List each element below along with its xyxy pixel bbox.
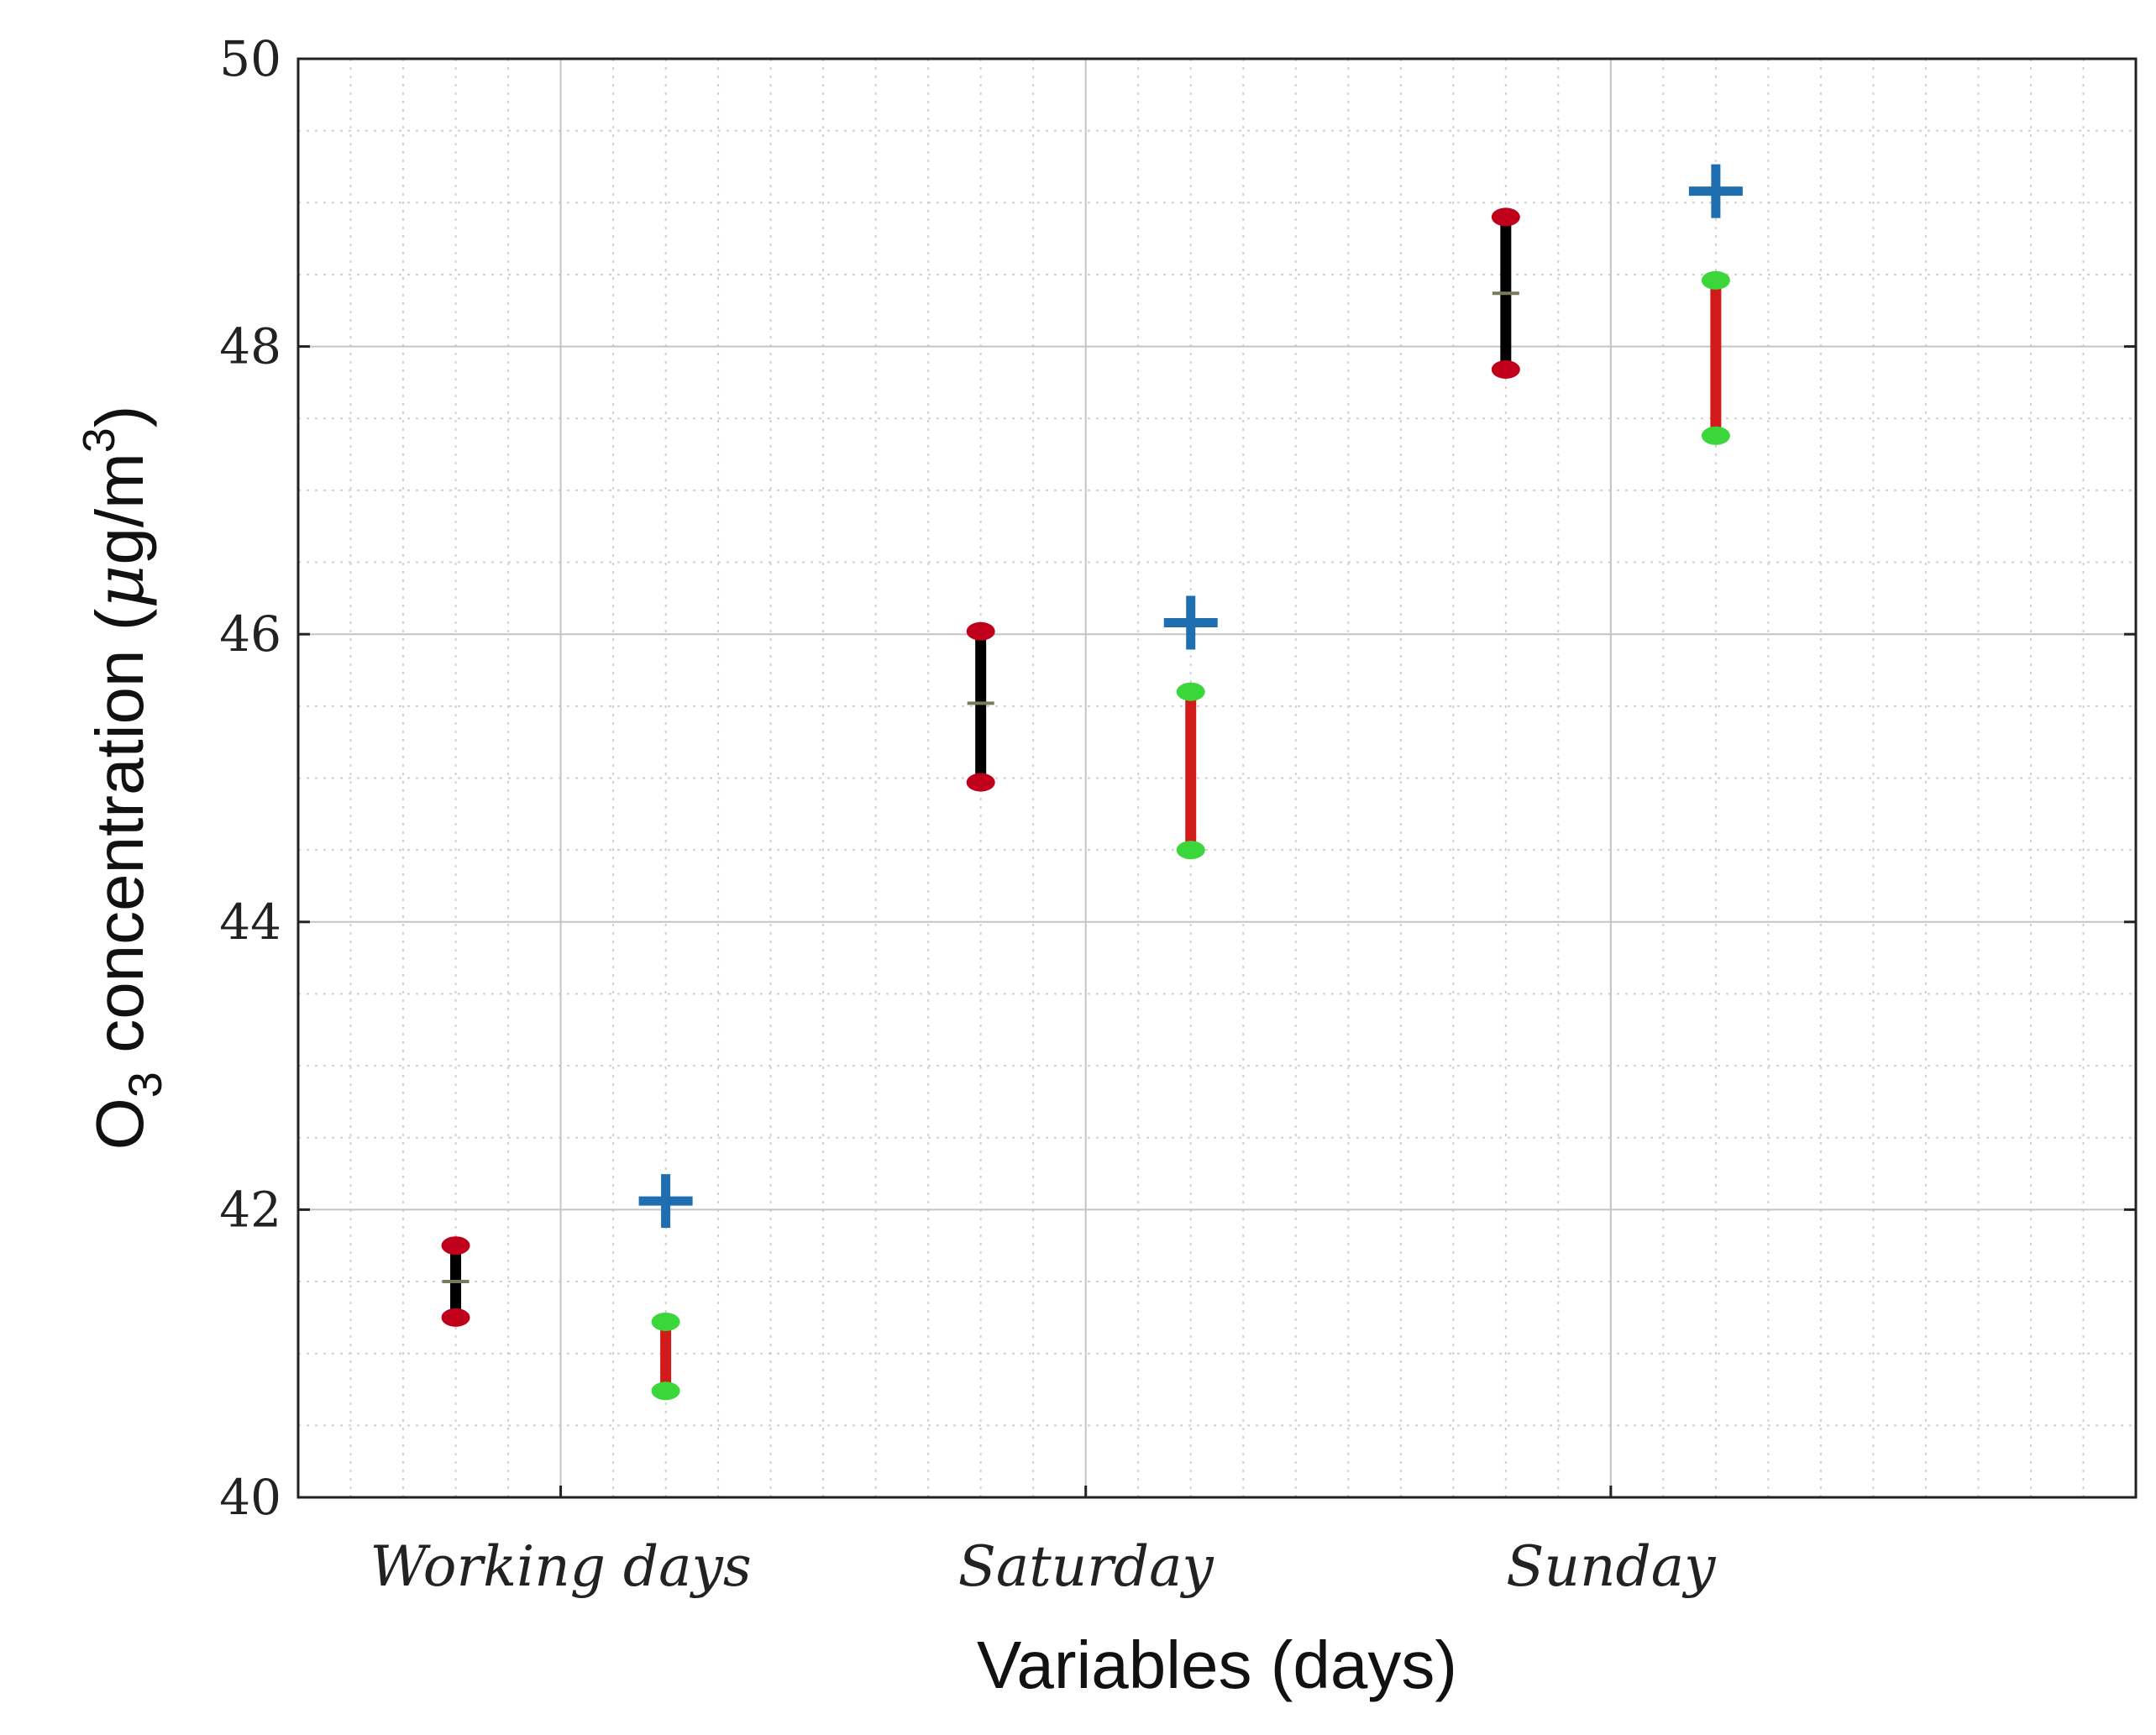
plus-marker — [1688, 164, 1743, 218]
grid-layer — [298, 58, 2136, 1498]
data-series — [441, 164, 1743, 1401]
interval-black-cap-high — [441, 1236, 470, 1255]
plus-marker — [638, 1174, 693, 1229]
x-axis-title: Variables (days) — [977, 1628, 1457, 1702]
y-title-superscript: 3 — [74, 427, 124, 453]
interval-red-cap-low — [651, 1381, 680, 1401]
interval-black-cap-high — [966, 621, 995, 641]
y-axis-title: O3 concentration (μg/m3) — [74, 406, 171, 1151]
interval-black-cap-low — [1491, 360, 1520, 380]
y-tick-label: 50 — [219, 30, 281, 87]
y-tick-labels: 40 42 44 46 48 50 — [219, 30, 2136, 1526]
y-title-middle: concentration ( — [82, 608, 157, 1072]
y-title-suffix: ) — [82, 406, 157, 428]
x-category-label: Sunday — [1506, 1534, 1716, 1599]
interval-red-cap-high — [1176, 682, 1205, 701]
interval-black-cap-low — [441, 1308, 470, 1327]
plus-marker — [1163, 595, 1218, 650]
y-title-mu: μ — [81, 565, 159, 609]
x-category-label: Saturday — [958, 1534, 1214, 1599]
series-interval-red — [651, 270, 1730, 1401]
y-tick-label: 40 — [219, 1469, 281, 1526]
y-title-prefix: O — [82, 1098, 157, 1150]
interval-red-cap-high — [651, 1313, 680, 1332]
y-tick-label: 48 — [219, 318, 281, 375]
x-category-labels: Working days Saturday Sunday — [370, 1486, 1716, 1599]
interval-red-cap-low — [1176, 841, 1205, 860]
interval-black-cap-low — [966, 773, 995, 792]
interval-black-cap-high — [1491, 207, 1520, 227]
interval-red-cap-low — [1701, 426, 1730, 445]
series-plus-markers — [638, 164, 1743, 1229]
interval-red-cap-high — [1701, 270, 1730, 290]
y-title-subscript: 3 — [118, 1072, 171, 1098]
x-category-label: Working days — [370, 1534, 751, 1599]
y-tick-label: 46 — [219, 605, 281, 663]
plot-area-frame — [296, 57, 2138, 1499]
series-interval-black — [441, 207, 1520, 1327]
y-title-unit: g/m — [82, 453, 157, 564]
y-tick-label: 44 — [219, 894, 281, 951]
y-tick-label: 42 — [219, 1181, 281, 1238]
